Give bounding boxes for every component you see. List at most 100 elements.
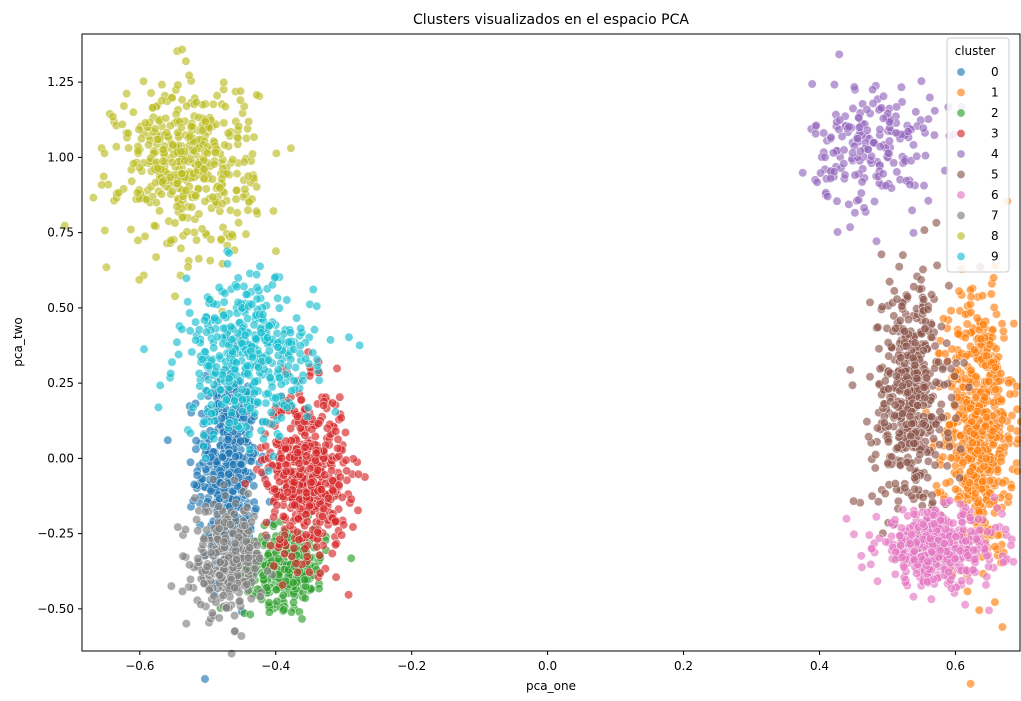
data-point-cluster-9 — [247, 299, 257, 309]
data-point-cluster-9 — [303, 403, 313, 413]
data-point-cluster-7 — [230, 475, 240, 485]
data-point-cluster-1 — [946, 453, 956, 463]
data-point-cluster-8 — [186, 121, 196, 131]
data-point-cluster-8 — [215, 183, 225, 193]
x-axis-label: pca_one — [526, 679, 576, 693]
data-point-cluster-3 — [353, 505, 363, 515]
data-point-cluster-4 — [853, 134, 863, 144]
data-point-cluster-7 — [173, 522, 183, 532]
data-point-cluster-5 — [890, 410, 900, 420]
data-point-cluster-1 — [940, 349, 950, 359]
data-point-cluster-7 — [252, 540, 262, 550]
data-point-cluster-1 — [997, 415, 1007, 425]
data-point-cluster-7 — [199, 534, 209, 544]
data-point-cluster-6 — [980, 544, 990, 554]
data-point-cluster-3 — [331, 572, 341, 582]
data-point-cluster-5 — [942, 338, 952, 348]
data-point-cluster-9 — [261, 417, 271, 427]
data-point-cluster-8 — [88, 193, 98, 203]
data-point-cluster-1 — [1006, 483, 1016, 493]
data-point-cluster-9 — [215, 385, 225, 395]
data-point-cluster-4 — [862, 105, 872, 115]
data-point-cluster-3 — [300, 544, 310, 554]
data-point-cluster-1 — [967, 416, 977, 426]
data-point-cluster-9 — [230, 395, 240, 405]
data-point-cluster-1 — [967, 438, 977, 448]
data-point-cluster-2 — [297, 614, 307, 624]
data-point-cluster-3 — [310, 431, 320, 441]
data-point-cluster-8 — [157, 80, 167, 90]
data-point-cluster-6 — [908, 592, 918, 602]
data-point-cluster-9 — [227, 408, 237, 418]
data-point-cluster-9 — [325, 335, 335, 345]
data-point-cluster-5 — [959, 358, 969, 368]
data-point-cluster-9 — [289, 376, 299, 386]
data-point-cluster-5 — [867, 491, 877, 501]
data-point-cluster-6 — [866, 559, 876, 569]
data-point-cluster-8 — [166, 235, 176, 245]
data-point-cluster-5 — [930, 450, 940, 460]
data-point-cluster-1 — [972, 313, 982, 323]
data-point-cluster-3 — [278, 511, 288, 521]
data-point-cluster-9 — [255, 261, 265, 271]
data-point-cluster-0 — [246, 456, 256, 466]
data-point-cluster-4 — [857, 177, 867, 187]
data-point-cluster-7 — [207, 608, 217, 618]
data-point-cluster-8 — [185, 131, 195, 141]
data-point-cluster-8 — [177, 169, 187, 179]
data-point-cluster-3 — [262, 479, 272, 489]
data-point-cluster-8 — [194, 254, 204, 264]
data-point-cluster-8 — [146, 88, 156, 98]
data-point-cluster-6 — [968, 565, 978, 575]
data-point-cluster-1 — [1004, 434, 1014, 444]
data-point-cluster-8 — [99, 172, 109, 182]
data-point-cluster-5 — [903, 388, 913, 398]
data-point-cluster-8 — [151, 252, 161, 262]
data-point-cluster-9 — [200, 347, 210, 357]
data-point-cluster-4 — [875, 125, 885, 135]
data-point-cluster-3 — [334, 480, 344, 490]
data-point-cluster-7 — [186, 574, 196, 584]
data-point-cluster-8 — [149, 221, 159, 231]
data-point-cluster-7 — [222, 603, 232, 613]
data-point-cluster-3 — [285, 521, 295, 531]
data-point-cluster-5 — [897, 301, 907, 311]
data-point-cluster-9 — [223, 259, 233, 269]
data-point-cluster-1 — [955, 431, 965, 441]
data-point-cluster-9 — [309, 325, 319, 335]
data-point-cluster-8 — [205, 256, 215, 266]
data-point-cluster-4 — [848, 148, 858, 158]
data-point-cluster-9 — [185, 308, 195, 318]
data-point-cluster-9 — [285, 328, 295, 338]
data-point-cluster-4 — [919, 181, 929, 191]
data-point-cluster-8 — [217, 174, 227, 184]
data-point-cluster-8 — [101, 262, 111, 272]
data-point-cluster-4 — [849, 82, 859, 92]
data-point-cluster-1 — [966, 292, 976, 302]
data-point-cluster-3 — [323, 493, 333, 503]
data-point-cluster-5 — [923, 304, 933, 314]
legend-label-8: 8 — [991, 229, 999, 243]
data-point-cluster-1 — [978, 477, 988, 487]
data-point-cluster-9 — [230, 364, 240, 374]
data-point-cluster-3 — [281, 466, 291, 476]
data-point-cluster-8 — [223, 128, 233, 138]
data-point-cluster-8 — [182, 227, 192, 237]
data-point-cluster-7 — [190, 493, 200, 503]
data-point-cluster-3 — [281, 443, 291, 453]
data-point-cluster-8 — [158, 156, 168, 166]
data-point-cluster-5 — [950, 400, 960, 410]
data-point-cluster-2 — [264, 607, 274, 617]
data-point-cluster-9 — [210, 313, 220, 323]
chart-title: Clusters visualizados en el espacio PCA — [413, 12, 689, 28]
data-point-cluster-5 — [891, 371, 901, 381]
data-point-cluster-7 — [208, 474, 218, 484]
data-point-cluster-5 — [931, 377, 941, 387]
data-point-cluster-9 — [188, 403, 198, 413]
data-point-cluster-7 — [215, 557, 225, 567]
data-point-cluster-1 — [941, 478, 951, 488]
data-point-cluster-8 — [142, 195, 152, 205]
data-point-cluster-7 — [206, 548, 216, 558]
data-point-cluster-6 — [923, 556, 933, 566]
data-point-cluster-8 — [231, 194, 241, 204]
